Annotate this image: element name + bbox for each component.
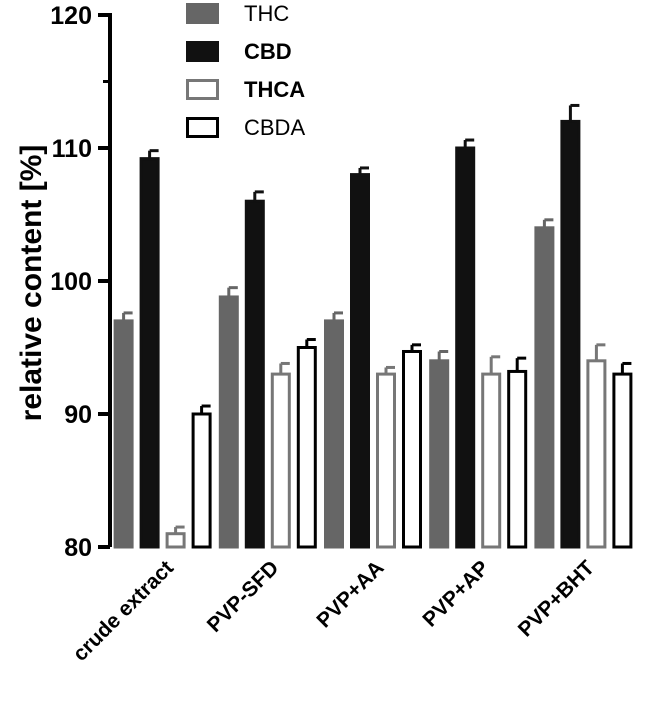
x-tick-label-pvp-sfd: PVP-SFD <box>203 556 284 637</box>
bar-cbda-pvp-aa <box>402 349 422 549</box>
bar-cbd-pvp-aa <box>350 173 370 549</box>
x-tick-label-crude-extract: crude extract <box>69 556 179 666</box>
bar-cbda-pvp-bht <box>612 372 633 549</box>
y-tick-label-120: 120 <box>50 2 92 30</box>
bars-layer <box>113 103 633 549</box>
legend-swatch-thc <box>186 3 219 24</box>
bar-thca-crude-extract <box>165 532 186 549</box>
bar-thc-pvp-aa <box>324 319 344 549</box>
bar-cbd-pvp-ap <box>455 146 476 549</box>
legend: THC CBD THCA CBDA <box>186 1 305 140</box>
x-tick-label-pvp-aa: PVP+AA <box>312 556 388 632</box>
legend-swatch-thca <box>186 79 219 100</box>
bar-cbda-crude-extract <box>191 412 212 549</box>
y-tick-label-90: 90 <box>64 401 92 429</box>
y-tick-label-80: 80 <box>64 534 92 562</box>
bar-thc-pvp-sfd <box>218 295 239 549</box>
legend-swatch-cbd <box>186 41 219 62</box>
bar-cbda-pvp-ap <box>507 369 528 549</box>
legend-swatch-cbda <box>186 117 219 138</box>
bar-thca-pvp-sfd <box>270 372 291 549</box>
y-axis-title: relative content [%] <box>15 145 48 422</box>
bar-cbda-pvp-sfd <box>296 346 317 549</box>
y-tick-label-110: 110 <box>52 135 92 163</box>
bar-thca-pvp-ap <box>481 372 502 549</box>
bar-cbd-crude-extract <box>139 157 160 549</box>
y-tick-label-100: 100 <box>50 268 92 296</box>
bar-thc-pvp-bht <box>534 226 555 549</box>
x-tick-label-pvp-ap: PVP+AP <box>418 556 493 631</box>
bar-cbd-pvp-bht <box>560 119 581 549</box>
legend-label-cbda: CBDA <box>244 115 305 140</box>
legend-label-thca: THCA <box>244 77 305 102</box>
bar-thc-crude-extract <box>113 319 134 549</box>
bar-thc-pvp-ap <box>429 359 450 549</box>
bar-cbd-pvp-sfd <box>244 199 265 549</box>
x-tick-label-pvp-bht: PVP+BHT <box>514 556 599 641</box>
legend-label-thc: THC <box>244 1 289 26</box>
legend-label-cbd: CBD <box>244 39 292 64</box>
bar-thca-pvp-aa <box>376 372 396 549</box>
bar-thca-pvp-bht <box>586 359 607 549</box>
